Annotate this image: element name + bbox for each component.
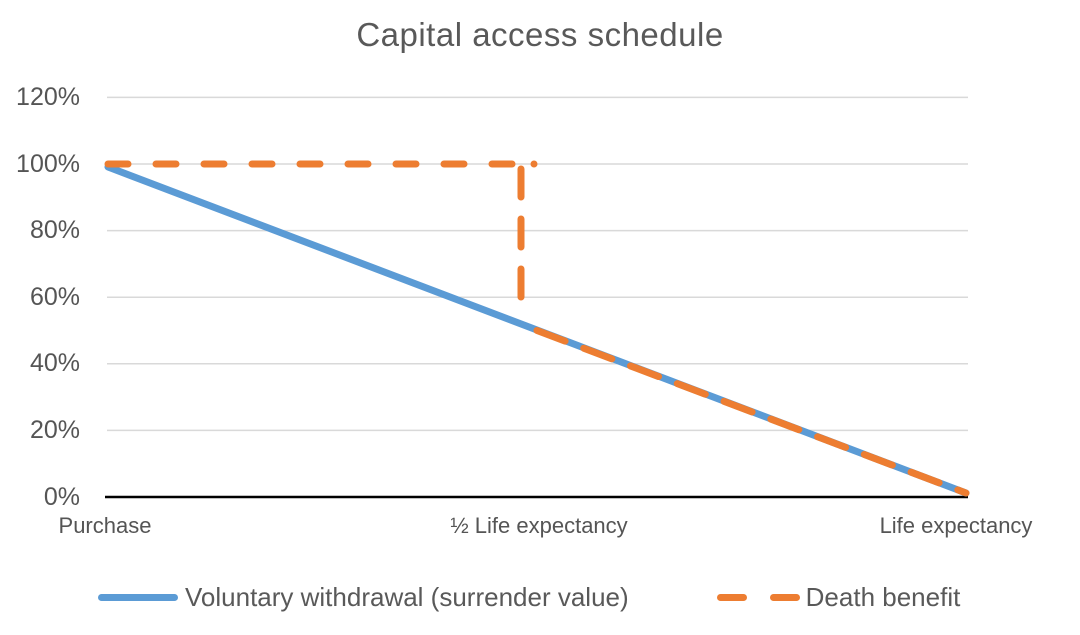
- y-tick-label: 0%: [43, 483, 80, 511]
- legend-label-death-benefit: Death benefit: [805, 582, 961, 612]
- legend-label-voluntary-withdrawal: Voluntary withdrawal (surrender value): [185, 582, 629, 612]
- line-death-benefit: [533, 327, 970, 497]
- line-death-benefit-dash-dot: [530, 160, 538, 168]
- legend: Voluntary withdrawal (surrender value) D…: [98, 582, 960, 613]
- y-tick-label: 40%: [29, 349, 80, 377]
- y-tick-label: 100%: [16, 150, 80, 178]
- y-tick-label: 60%: [29, 283, 80, 311]
- chart-title: Capital access schedule: [356, 16, 724, 53]
- x-tick-label-purchase: Purchase: [58, 513, 152, 538]
- y-tick-label: 20%: [29, 416, 80, 444]
- y-tick-label: 120%: [16, 83, 80, 111]
- y-tick-label: 80%: [29, 216, 80, 244]
- legend-swatch-death-benefit: [716, 594, 800, 601]
- x-tick-label-life-expectancy: Life expectancy: [879, 513, 1033, 538]
- x-tick-label-half-life-expectancy: ½ Life expectancy: [450, 513, 628, 538]
- legend-swatch-voluntary-withdrawal: [98, 594, 178, 601]
